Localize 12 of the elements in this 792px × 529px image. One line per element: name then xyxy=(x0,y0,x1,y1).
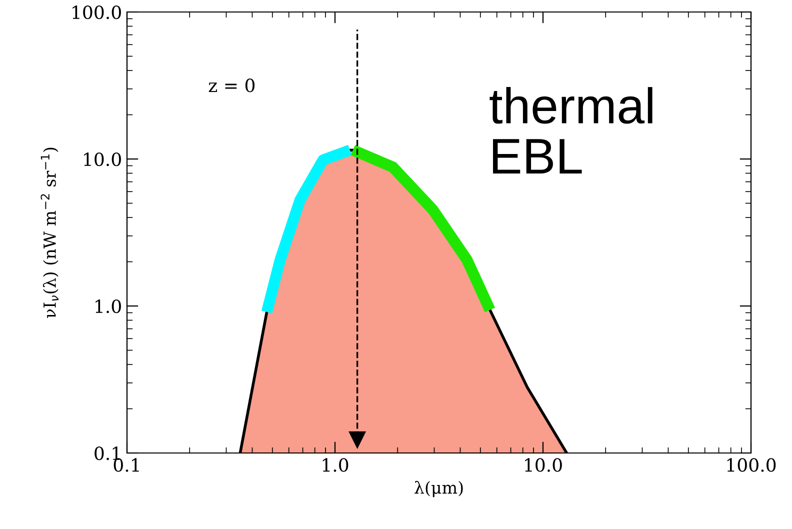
y-tick-label: 0.1 xyxy=(94,446,120,460)
y-tick-label: 100.0 xyxy=(72,5,121,20)
y-tick-label: 10.0 xyxy=(84,152,121,166)
x-tick-label: 10.0 xyxy=(525,458,562,472)
x-axis-title: λ(μm) xyxy=(414,480,463,498)
annotation: z = 0 xyxy=(208,78,255,92)
x-tick-label: 0.1 xyxy=(114,458,139,472)
x-tick-label: 100.0 xyxy=(727,458,776,472)
y-tick-label: 1.0 xyxy=(96,299,121,314)
x-tick-label: 1.0 xyxy=(322,458,348,472)
y-axis-title: νI$_{ν}$(λ) (nW m$^{−2}$ sr$^{−1}$) xyxy=(40,148,58,318)
annotation: thermal EBL xyxy=(490,87,652,174)
